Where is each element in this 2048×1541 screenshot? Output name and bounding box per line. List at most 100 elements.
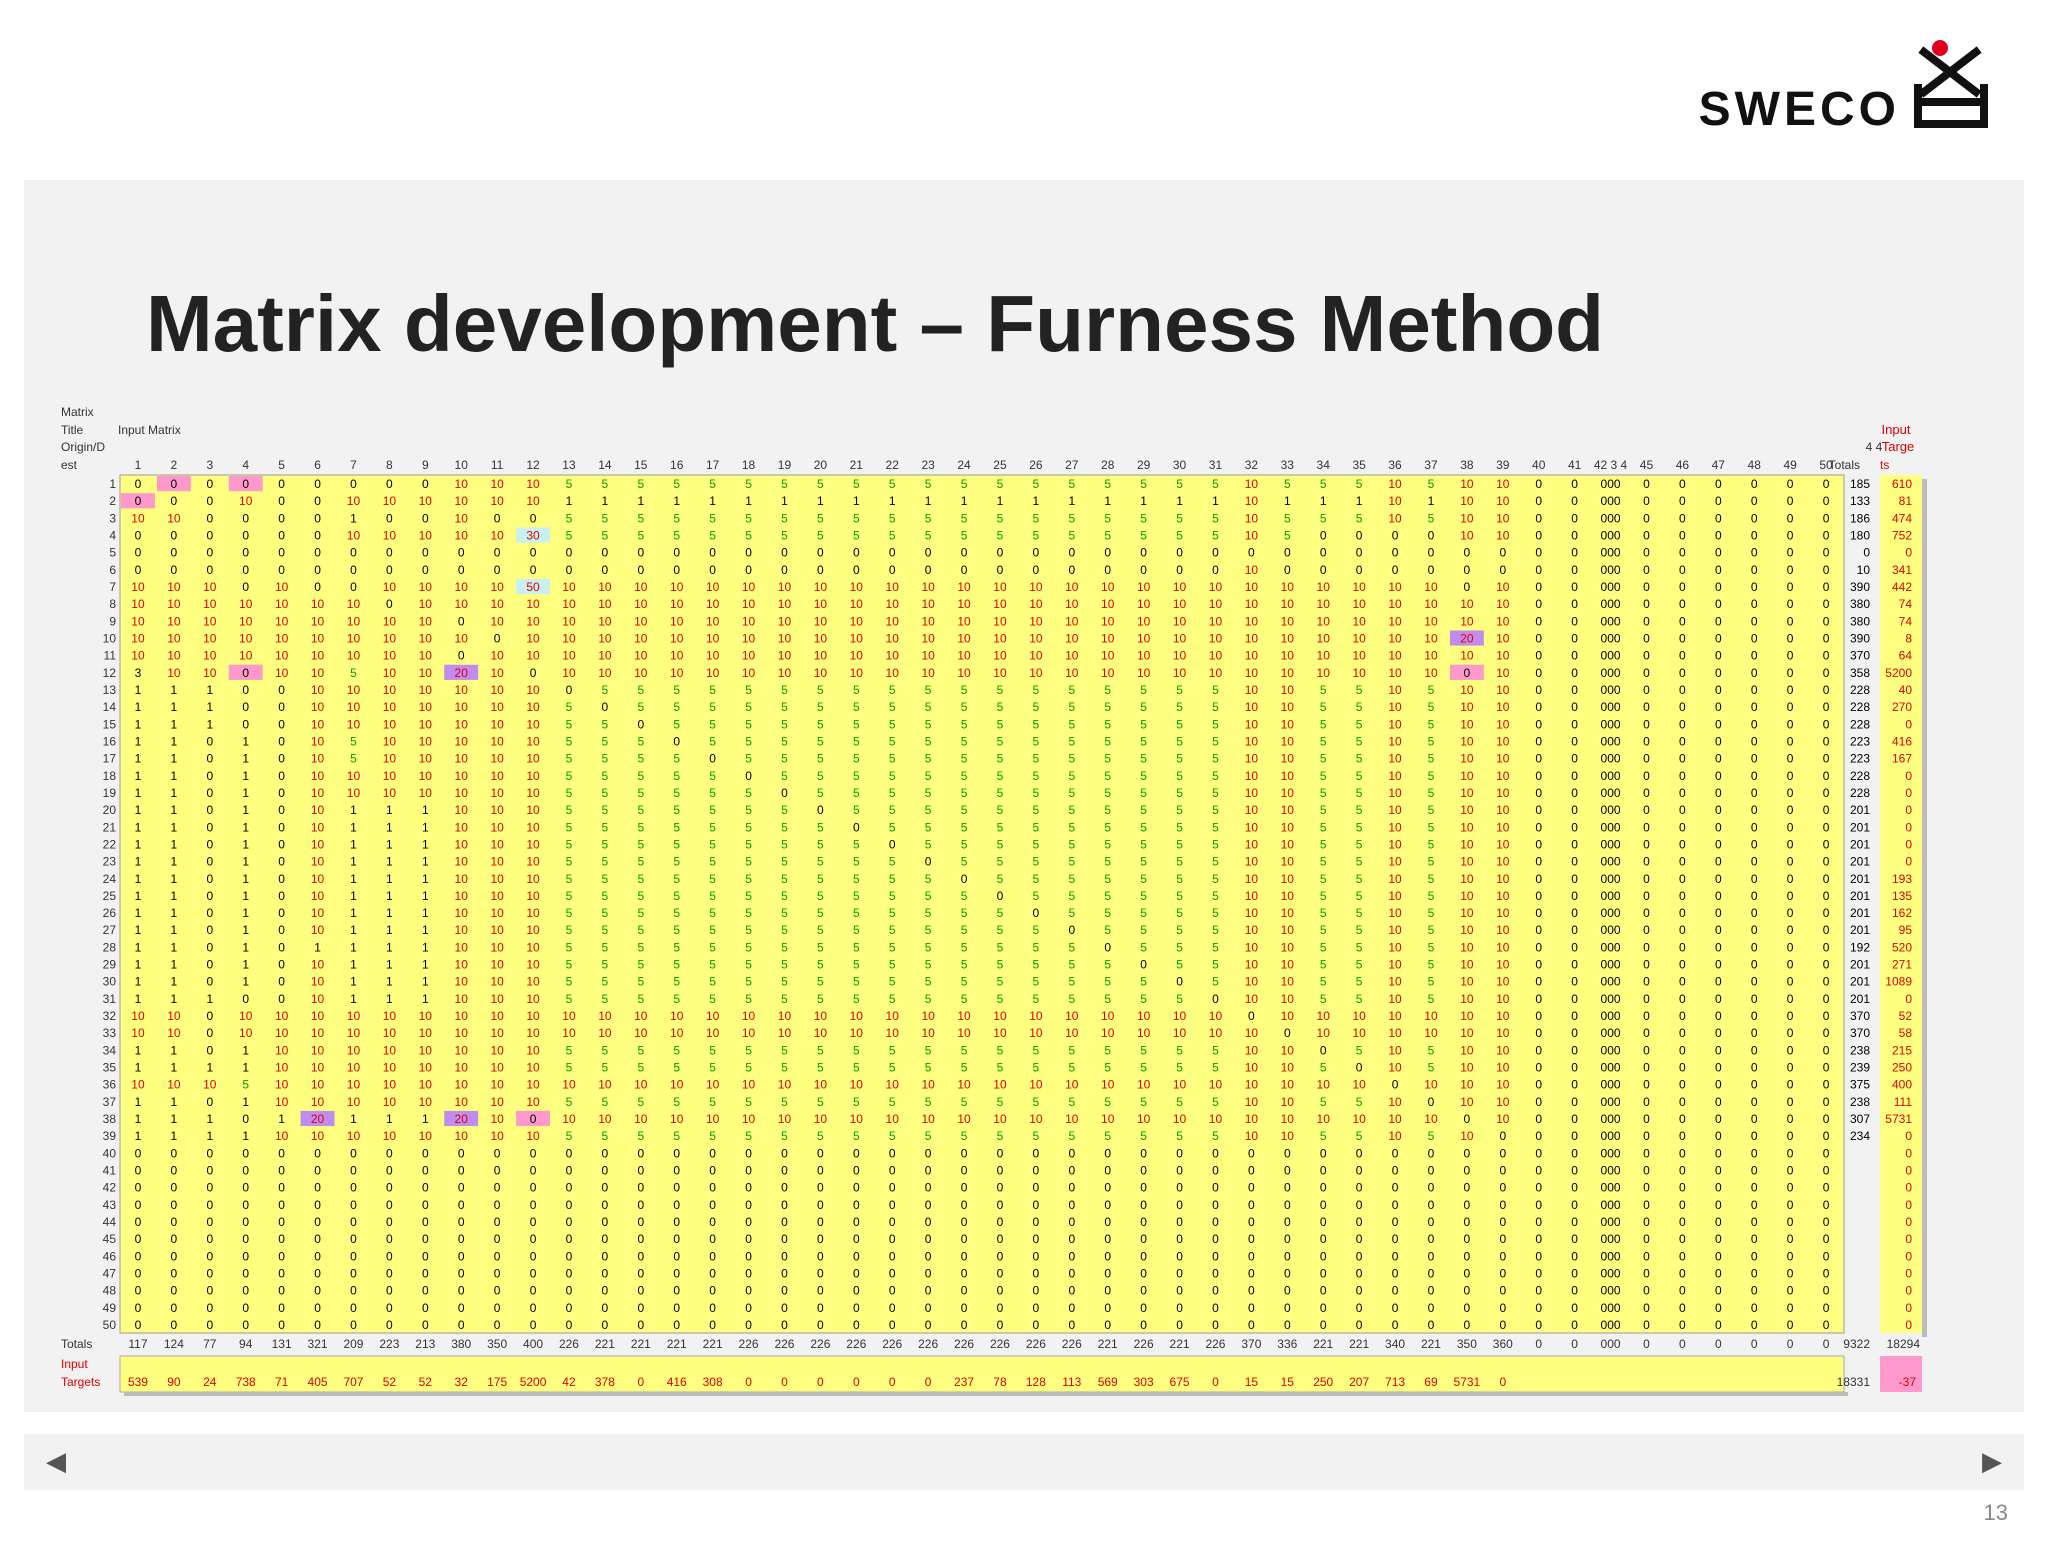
matrix-cell: 5 [673,940,680,954]
matrix-cell: 0 [1571,1232,1578,1246]
input-target-cell: 0 [637,1375,644,1389]
matrix-cell: 1 [422,992,429,1006]
next-arrow-icon[interactable]: ▶ [1982,1446,2002,1476]
matrix-cell: 5 [673,717,680,731]
matrix-cell: 5 [961,855,968,869]
matrix-cell: 0 [171,494,178,508]
matrix-cell: 0 [1643,597,1650,611]
matrix-cell: 0 [1320,563,1327,577]
matrix-cell: 0 [1392,1181,1399,1195]
matrix-cell: 0 [637,1266,644,1280]
row-total: 10 [1857,563,1871,577]
matrix-cell: 10 [1317,1078,1331,1092]
matrix-cell: 5 [566,769,573,783]
row-target: 0 [1905,1249,1912,1263]
matrix-cell: 0 [135,1146,142,1160]
matrix-cell: 10 [383,1026,397,1040]
matrix-cell: 5 [997,992,1004,1006]
column-label: 38 [1460,458,1474,472]
matrix-cell: 0 [1823,837,1830,851]
matrix-cell: 5 [1033,700,1040,714]
matrix-cell: 5 [566,529,573,543]
matrix-cell: 0 [1823,683,1830,697]
matrix-cell: 10 [1101,632,1115,646]
matrix-cell: 0 [386,1215,393,1229]
matrix-cell: 0 [494,1163,501,1177]
matrix-cell: 000 [1601,1061,1621,1075]
header-44-label: 4 4 [1866,440,1883,454]
matrix-cell: 10 [1496,752,1510,766]
matrix-cell: 1 [171,734,178,748]
matrix-cell: 10 [1101,1009,1115,1023]
matrix-cell: 0 [1679,529,1686,543]
matrix-cell: 5 [637,1061,644,1075]
matrix-cell: 10 [347,1043,361,1057]
matrix-cell: 5 [602,803,609,817]
matrix-cell: 10 [419,769,433,783]
matrix-cell: 0 [1284,1266,1291,1280]
matrix-cell: 10 [1173,614,1187,628]
matrix-cell: 5 [997,975,1004,989]
matrix-cell: 0 [1464,1301,1471,1315]
matrix-cell: 0 [422,1249,429,1263]
matrix-cell: 1 [422,906,429,920]
navigation-bar [24,1434,2024,1490]
matrix-cell: 0 [1715,734,1722,748]
matrix-cell: 5 [1320,683,1327,697]
matrix-cell: 0 [314,1318,321,1332]
matrix-cell: 5 [1104,906,1111,920]
matrix-cell: 0 [817,546,824,560]
matrix-cell: 0 [1571,683,1578,697]
matrix-cell: 0 [1679,683,1686,697]
matrix-cell: 0 [1823,1078,1830,1092]
matrix-cell: 5 [1140,683,1147,697]
previous-arrow-icon[interactable]: ◀ [46,1446,66,1476]
matrix-cell: 5 [961,529,968,543]
matrix-cell: 5 [637,820,644,834]
matrix-cell: 5 [1428,820,1435,834]
matrix-cell: 0 [422,1301,429,1315]
matrix-cell: 5 [1320,923,1327,937]
matrix-cell: 1 [135,1129,142,1143]
matrix-cell: 0 [1679,1232,1686,1246]
matrix-cell: 0 [1715,923,1722,937]
matrix-cell: 5 [745,889,752,903]
matrix-cell: 0 [1643,923,1650,937]
row-target: 0 [1905,546,1912,560]
matrix-cell: 0 [1356,1181,1363,1195]
matrix-cell: 0 [1751,1163,1758,1177]
matrix-cell: 0 [1643,906,1650,920]
matrix-cell: 0 [494,1198,501,1212]
matrix-cell: 1 [242,803,249,817]
matrix-cell: 10 [311,1043,325,1057]
matrix-cell: 0 [1535,649,1542,663]
matrix-cell: 10 [1388,872,1402,886]
matrix-cell: 10 [1245,786,1259,800]
input-target-cell: 207 [1349,1375,1369,1389]
matrix-cell: 10 [311,700,325,714]
matrix-cell: 10 [1209,649,1223,663]
matrix-cell: 5 [1212,889,1219,903]
matrix-cell: 10 [347,1129,361,1143]
matrix-cell: 0 [1679,1146,1686,1160]
column-label: 33 [1281,458,1295,472]
matrix-cell: 10 [1496,872,1510,886]
header-input-targets-1: Input [1882,422,1911,437]
totals-cell: 221 [667,1337,687,1351]
matrix-cell: 10 [526,1026,540,1040]
matrix-cell: 5 [637,477,644,491]
matrix-cell: 0 [1715,614,1722,628]
highlight-cell [1449,630,1484,646]
matrix-cell: 10 [957,1009,971,1023]
matrix-cell: 10 [311,649,325,663]
matrix-cell: 5 [1033,889,1040,903]
matrix-cell: 0 [1643,546,1650,560]
row-label: 6 [109,563,116,577]
matrix-cell: 0 [1176,1301,1183,1315]
matrix-cell: 0 [1535,786,1542,800]
matrix-cell: 10 [1209,1112,1223,1126]
input-targets-label-2: Targets [61,1375,100,1389]
matrix-cell: 0 [1823,1284,1830,1298]
matrix-cell: 0 [1787,1061,1794,1075]
header-est-label: est [61,458,78,472]
